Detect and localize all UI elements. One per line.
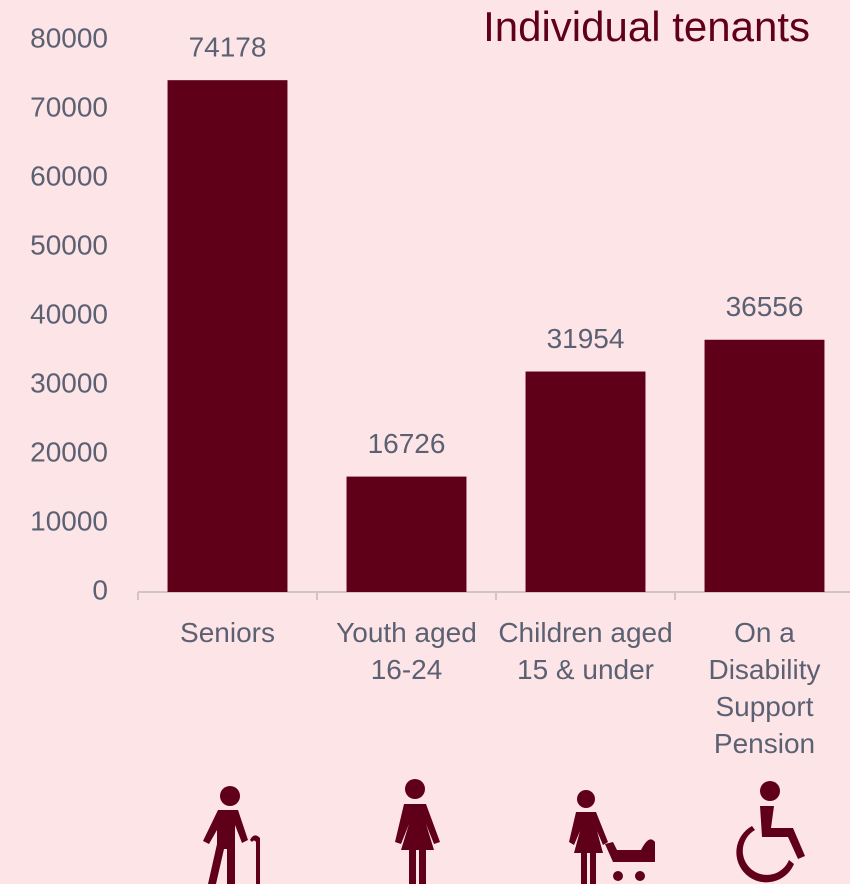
y-tick-label: 30000 xyxy=(30,367,108,398)
bar xyxy=(167,80,288,592)
chart-title: Individual tenants xyxy=(483,3,810,50)
value-label: 74178 xyxy=(189,32,267,63)
x-tick-label: Youth aged 16-24 xyxy=(336,617,477,685)
bar xyxy=(704,339,825,592)
y-tick-label: 50000 xyxy=(30,229,108,260)
parent-icon xyxy=(569,790,655,884)
y-tick-label: 40000 xyxy=(30,298,108,329)
y-tick-label: 80000 xyxy=(30,22,108,53)
youth-icon xyxy=(395,779,440,884)
value-label: 31954 xyxy=(547,323,625,354)
value-label: 16726 xyxy=(368,428,446,459)
bar xyxy=(346,476,467,592)
x-tick-label: Children aged 15 & under xyxy=(498,617,673,685)
y-tick-label: 60000 xyxy=(30,160,108,191)
wheelchair-icon xyxy=(736,781,805,883)
y-tick-label: 70000 xyxy=(30,91,108,122)
x-tick-label: Seniors xyxy=(180,617,275,648)
x-tick-label: On a Disability Support Pension xyxy=(708,617,821,759)
bar xyxy=(525,371,646,592)
senior-icon xyxy=(203,786,260,884)
y-tick-label: 10000 xyxy=(30,505,108,536)
icons xyxy=(203,779,805,884)
y-tick-label: 0 xyxy=(92,574,108,605)
y-tick-label: 20000 xyxy=(30,436,108,467)
value-label: 36556 xyxy=(726,291,804,322)
